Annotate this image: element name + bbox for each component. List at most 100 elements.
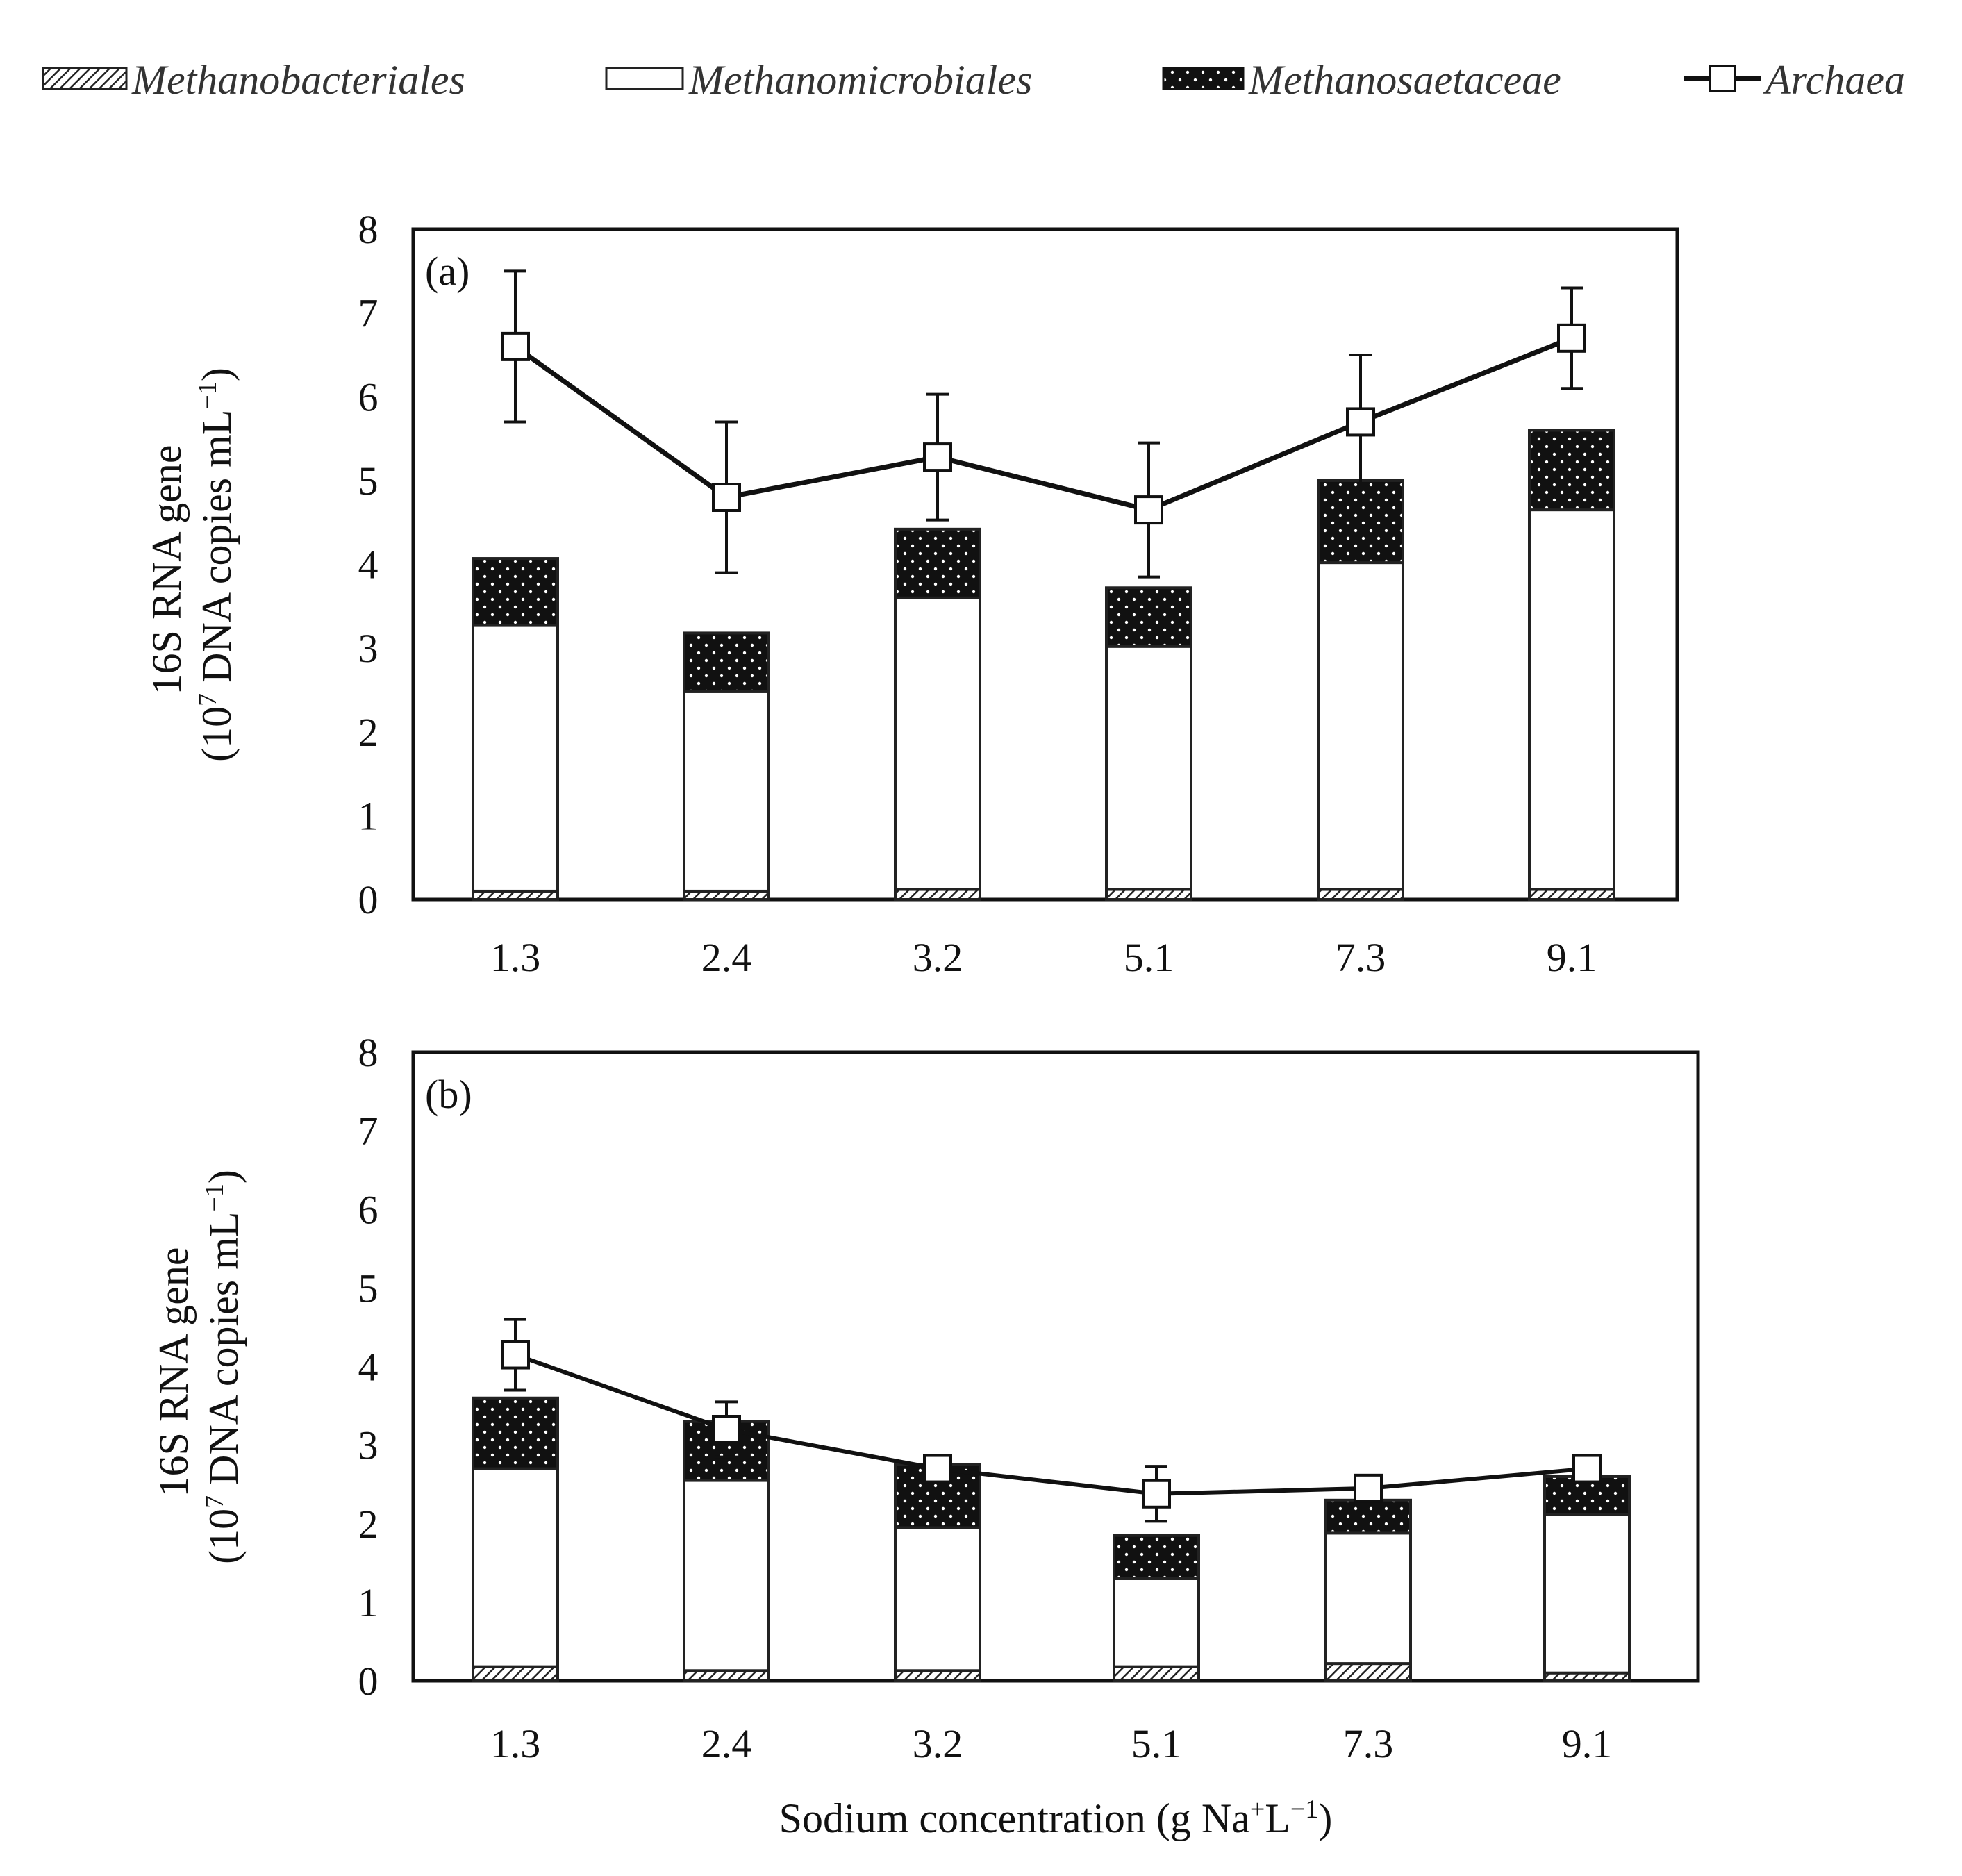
archaea-point: [923, 442, 952, 472]
x-tick-label: 2.4: [701, 935, 752, 980]
y-axis-title-part: DNA copies mL: [201, 1212, 247, 1495]
bar-segment-methanomicrobiales: [1105, 645, 1192, 891]
y-axis-title: 16S RNA gene (107 DNA copies mL−1): [151, 1170, 247, 1564]
x-tick-labels: 1.3 2.4 3.2 5.1 7.3 9.1: [490, 935, 1597, 980]
y-tick-label: 4: [358, 542, 379, 588]
y-tick-label: 3: [358, 1423, 379, 1468]
x-tick-label: 1.3: [490, 1721, 541, 1766]
legend-square-marker: [1709, 65, 1736, 92]
y-axis-title-line2: (107 DNA copies mL−1): [193, 367, 240, 762]
bar-segment-methanobacteriales: [1528, 888, 1615, 902]
x-tick-label: 9.1: [1562, 1721, 1613, 1766]
legend-item-methanosaetaceae: Methanosaetaceae: [1162, 57, 1561, 103]
bar-segment-methanosaetaceae: [1528, 429, 1615, 512]
legend-item-methanobacteriales: Methanobacteriales: [42, 57, 465, 103]
archaea-line: [513, 335, 1573, 513]
x-axis-title-part: Sodium concentration (g Na: [779, 1795, 1250, 1841]
y-tick-label: 1: [358, 793, 379, 838]
bar-segment-methanobacteriales: [1113, 1665, 1200, 1682]
plot-frame: [411, 1050, 1700, 1683]
bar-segment-methanosaetaceae: [1113, 1534, 1200, 1580]
bar-segment-methanobacteriales: [1317, 888, 1404, 902]
bar-segment-methanobacteriales: [1105, 888, 1192, 902]
bar-segment-methanomicrobiales: [1317, 561, 1404, 891]
y-tick-label: 8: [358, 1030, 379, 1075]
legend: Methanobacteriales Methanomicrobiales Me…: [42, 57, 1905, 103]
y-tick-labels: 0 1 2 3 4 5 6 7 8: [358, 1030, 379, 1704]
bar-segment-methanobacteriales: [894, 1669, 981, 1682]
bar-segment-methanomicrobiales: [894, 596, 981, 891]
y-axis-title-line2: (107 DNA copies mL−1): [200, 1170, 247, 1564]
bar-segment-methanobacteriales: [472, 1665, 559, 1682]
panel-b: (b) 0 1 2 3 4 5 6 7 8 1.3 2.4 3.2 5.1 7.3 9.1 16S RNA…: [151, 1030, 1700, 1766]
legend-item-archaea: Archaea: [1684, 57, 1905, 103]
bar-segment-methanomicrobiales: [683, 1479, 770, 1672]
bar-segment-methanosaetaceae: [472, 557, 559, 627]
y-axis-title-sup: −1: [200, 1184, 229, 1211]
y-tick-label: 4: [358, 1345, 379, 1390]
y-axis-title-sup: −1: [193, 381, 222, 409]
archaea-point: [923, 1454, 952, 1484]
bar-segment-methanomicrobiales: [1324, 1531, 1412, 1666]
archaea-point: [1142, 1479, 1171, 1509]
bar-segment-methanomicrobiales: [472, 1467, 559, 1668]
bar-segment-methanomicrobiales: [1528, 508, 1615, 891]
x-tick-label: 5.1: [1124, 935, 1174, 980]
y-tick-label: 3: [358, 626, 379, 671]
legend-swatch-dots: [1162, 67, 1245, 90]
archaea-point: [501, 331, 530, 361]
x-tick-label: 7.3: [1336, 935, 1386, 980]
legend-label: Methanosaetaceae: [1248, 57, 1561, 103]
bar-segment-methanobacteriales: [1324, 1662, 1412, 1683]
bars: [472, 429, 1615, 902]
bar-segment-methanobacteriales: [894, 888, 981, 902]
x-tick-label: 3.2: [913, 935, 963, 980]
x-tick-label: 3.2: [913, 1721, 963, 1766]
panel-a: (a) 0 1 2 3 4 5 6 7 8 1.3 2.4 3.2 5.1 7.3 9.1 16S RNA…: [144, 207, 1679, 980]
y-tick-label: 6: [358, 374, 379, 420]
legend-item-methanomicrobiales: Methanomicrobiales: [605, 57, 1032, 103]
y-axis-title: 16S RNA gene (107 DNA copies mL−1): [144, 367, 240, 762]
x-axis-title-sup: −1: [1290, 1795, 1318, 1824]
bar-segment-methanosaetaceae: [894, 527, 981, 599]
x-axis-title: Sodium concentration (g Na+L−1): [779, 1795, 1333, 1841]
y-tick-label: 5: [358, 1265, 379, 1311]
legend-label: Methanomicrobiales: [688, 57, 1032, 103]
bar-segment-methanomicrobiales: [683, 690, 770, 893]
x-axis-title-part: ): [1318, 1795, 1332, 1841]
legend-swatch-hatch: [42, 67, 128, 90]
y-axis-title-part: DNA copies mL: [194, 410, 240, 693]
archaea-point: [1134, 495, 1163, 525]
x-tick-label: 5.1: [1131, 1721, 1182, 1766]
bar-segment-methanomicrobiales: [894, 1526, 981, 1672]
archaea-point: [1572, 1454, 1602, 1484]
bar-segment-methanomicrobiales: [1543, 1513, 1631, 1675]
archaea-series: [501, 269, 1586, 579]
bar-segment-methanosaetaceae: [472, 1396, 559, 1470]
y-axis-title-part: (10: [194, 706, 240, 762]
bar-segment-methanosaetaceae: [683, 631, 770, 693]
bar-segment-methanosaetaceae: [1317, 479, 1404, 565]
y-axis-title-part: ): [194, 367, 240, 381]
panel-label: (a): [425, 249, 469, 294]
x-tick-label: 2.4: [701, 1721, 752, 1766]
x-tick-labels: 1.3 2.4 3.2 5.1 7.3 9.1: [490, 1721, 1613, 1766]
y-axis-title-part: (10: [201, 1509, 247, 1564]
archaea-point: [712, 1415, 741, 1444]
y-axis-title-line1: 16S RNA gene: [151, 1247, 197, 1497]
bar-segment-methanosaetaceae: [1105, 586, 1192, 648]
y-tick-label: 7: [358, 291, 379, 336]
x-tick-label: 9.1: [1547, 935, 1597, 980]
legend-swatch-open: [605, 67, 684, 90]
bar-segment-methanobacteriales: [683, 1669, 770, 1682]
x-axis-title-part: L: [1265, 1795, 1290, 1841]
y-tick-label: 0: [358, 1659, 379, 1704]
bars: [472, 1396, 1631, 1683]
y-tick-label: 5: [358, 458, 379, 504]
y-axis-title-sup: 7: [200, 1495, 229, 1509]
y-tick-label: 1: [358, 1580, 379, 1625]
x-tick-label: 7.3: [1343, 1721, 1394, 1766]
archaea-point: [1346, 407, 1375, 437]
y-axis-title-part: ): [201, 1170, 247, 1184]
plot-frame: [411, 227, 1679, 902]
